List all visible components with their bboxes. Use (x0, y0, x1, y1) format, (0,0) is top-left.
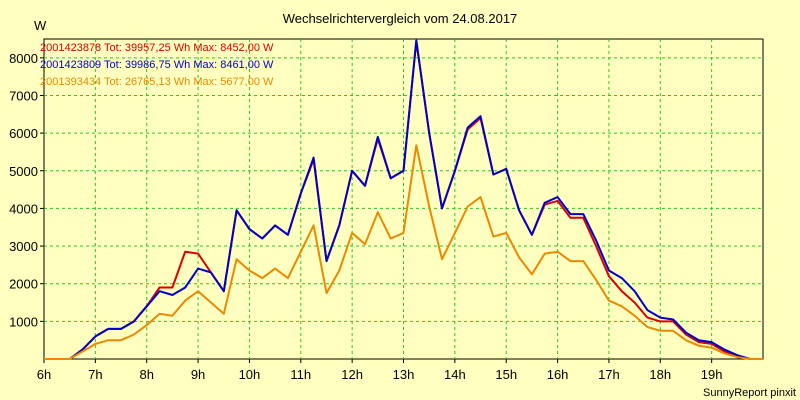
y-axis-unit-label: W (34, 18, 47, 33)
series-lines (44, 39, 763, 360)
x-tick-label: 13h (393, 367, 415, 382)
chart-title: Wechselrichtervergleich vom 24.08.2017 (283, 11, 518, 26)
x-tick-label: 12h (341, 367, 363, 382)
y-tick-label: 7000 (9, 88, 38, 103)
series-line (44, 39, 763, 360)
y-tick-label: 3000 (9, 239, 38, 254)
y-tick-label: 6000 (9, 126, 38, 141)
y-tick-label: 5000 (9, 164, 38, 179)
x-tick-label: 10h (239, 367, 261, 382)
y-tick-label: 4000 (9, 201, 38, 216)
x-tick-label: 17h (598, 367, 620, 382)
y-axis: 1000 2000 3000 4000 5000 6000 7000 8000 (9, 51, 44, 329)
x-tick-label: 18h (649, 367, 671, 382)
legend-entry: 2001423878 Tot: 39957,25 Wh Max: 8452,00… (40, 42, 274, 54)
legend-entry: 2001423809 Tot: 39986,75 Wh Max: 8461,00… (40, 59, 274, 71)
x-tick-label: 14h (444, 367, 466, 382)
legend: 2001423878 Tot: 39957,25 Wh Max: 8452,00… (40, 42, 274, 88)
y-tick-label: 2000 (9, 277, 38, 292)
x-tick-label: 8h (139, 367, 153, 382)
x-tick-label: 6h (37, 367, 51, 382)
x-axis: 6h 7h 8h 9h 10h 11h 12h 13h 14h 15h 16h 17h 18h 19h (37, 359, 723, 382)
series-line (44, 144, 763, 360)
x-tick-label: 9h (191, 367, 205, 382)
x-tick-label: 11h (290, 367, 311, 382)
credit-label: SunnyReport pinxit (703, 387, 796, 399)
x-tick-label: 16h (547, 367, 569, 382)
y-tick-label: 1000 (9, 314, 38, 329)
y-tick-label: 8000 (9, 51, 38, 66)
x-tick-label: 7h (88, 367, 102, 382)
legend-entry: 2001393434 Tot: 26765,13 Wh Max: 5677,00… (40, 76, 274, 88)
x-tick-label: 15h (495, 367, 517, 382)
x-tick-label: 19h (701, 367, 723, 382)
